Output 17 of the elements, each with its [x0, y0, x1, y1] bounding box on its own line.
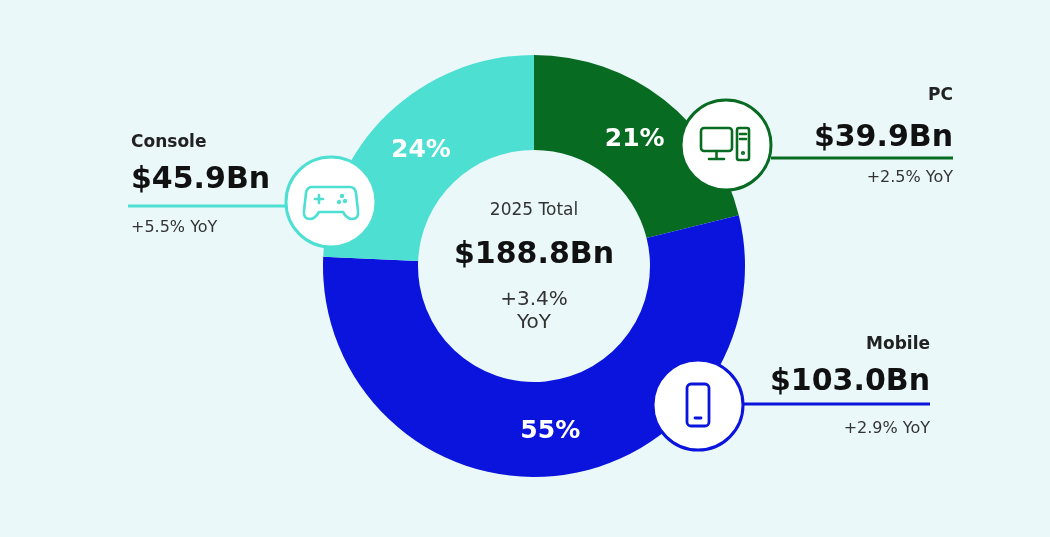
- donut-slice: [323, 215, 745, 477]
- slice-label: Mobile: [866, 333, 930, 353]
- text: 55%: [520, 414, 581, 444]
- slice-label: Console: [131, 131, 207, 151]
- text: 2025 Total: [489, 199, 579, 219]
- text: +3.4% YoY: [500, 286, 568, 333]
- text: +2.9% YoY: [843, 418, 930, 437]
- text: 24%: [390, 133, 451, 163]
- text: +2.5% YoY: [866, 167, 953, 186]
- data-label: $103.0Bn: [770, 362, 930, 397]
- text: +5.5% YoY: [131, 217, 218, 236]
- data-label: $45.9Bn: [131, 160, 271, 195]
- text: $188.8Bn: [454, 235, 614, 270]
- donut-slice: [534, 55, 739, 239]
- slice-label: PC: [928, 84, 953, 104]
- data-label: $39.9Bn: [813, 118, 953, 153]
- text: 21%: [604, 122, 665, 152]
